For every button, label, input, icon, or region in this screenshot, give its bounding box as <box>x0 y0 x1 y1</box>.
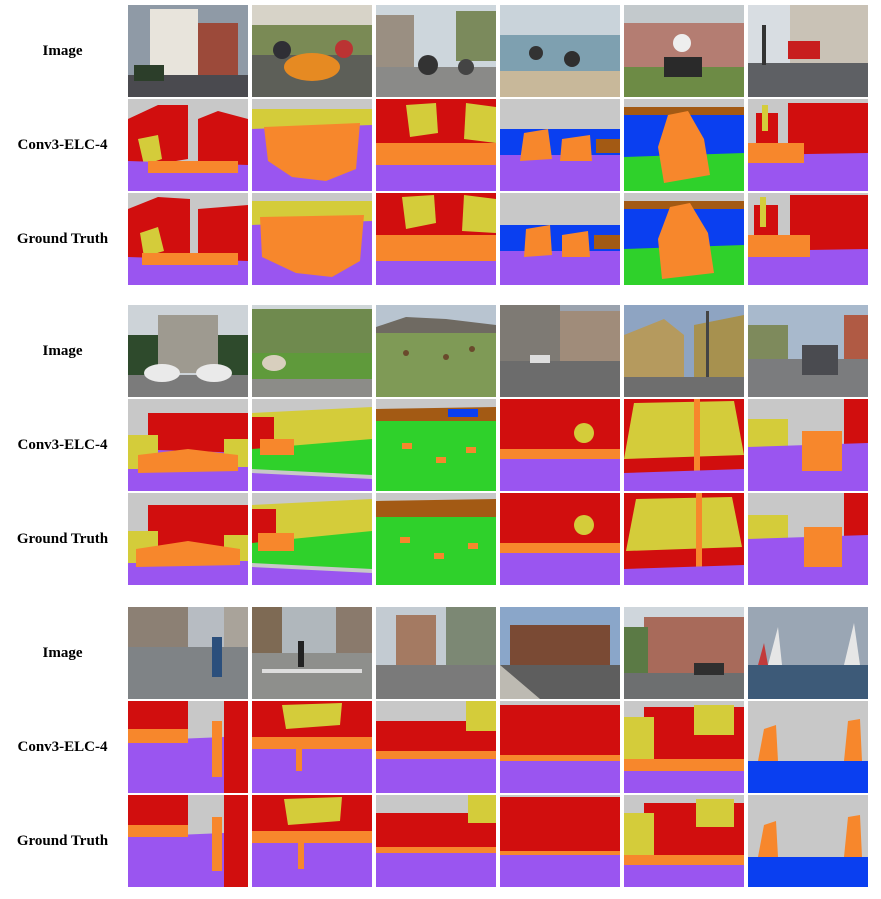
city-street-photo <box>500 305 620 397</box>
ground-truth-row: Ground Truth <box>0 193 881 285</box>
ground-truth-map <box>500 193 620 285</box>
sailboats-photo <box>748 607 868 699</box>
prediction-map <box>624 399 744 491</box>
prediction-map <box>500 99 620 191</box>
prediction-map <box>748 399 868 491</box>
prediction-map <box>376 701 496 793</box>
prediction-row: Conv3-ELC-4 <box>0 701 881 793</box>
image-row: Image <box>0 305 881 397</box>
townhouses-photo <box>624 607 744 699</box>
prediction-row: Conv3-ELC-4 <box>0 399 881 491</box>
prediction-map <box>252 701 372 793</box>
ground-truth-map <box>624 193 744 285</box>
ground-truth-map <box>376 193 496 285</box>
prediction-map <box>376 399 496 491</box>
prediction-map <box>376 99 496 191</box>
ground-truth-map <box>252 795 372 887</box>
prediction-map <box>748 701 868 793</box>
row-label-prediction: Conv3-ELC-4 <box>17 738 108 755</box>
sheep-field-photo <box>252 305 372 397</box>
prediction-map <box>128 99 248 191</box>
prediction-map <box>748 99 868 191</box>
row-label-ground-truth: Ground Truth <box>16 530 109 547</box>
ground-truth-map <box>500 493 620 585</box>
prediction-map <box>500 701 620 793</box>
prediction-map <box>624 99 744 191</box>
ground-truth-row: Ground Truth <box>0 493 881 585</box>
pedestrian-street-photo <box>128 607 248 699</box>
apartment-street-photo <box>376 607 496 699</box>
brick-building-photo <box>500 607 620 699</box>
motorcycles-photo <box>252 5 372 97</box>
ground-truth-map <box>376 493 496 585</box>
intersection-photo <box>624 305 744 397</box>
parked-car-photo <box>748 305 868 397</box>
prediction-map <box>128 399 248 491</box>
london-street-photo <box>748 5 868 97</box>
row-label-prediction: Conv3-ELC-4 <box>17 436 108 453</box>
ground-truth-map <box>252 493 372 585</box>
prediction-map <box>252 399 372 491</box>
ground-truth-map <box>128 193 248 285</box>
row-label-prediction: Conv3-ELC-4 <box>17 136 108 153</box>
image-row: Image <box>0 5 881 97</box>
ground-truth-map <box>376 795 496 887</box>
grazing-cattle-photo <box>376 305 496 397</box>
prediction-map <box>252 99 372 191</box>
image-row: Image <box>0 607 881 699</box>
police-station-photo <box>128 305 248 397</box>
ground-truth-map <box>500 795 620 887</box>
row-label-ground-truth: Ground Truth <box>16 832 109 849</box>
rider-lakeside-photo <box>624 5 744 97</box>
prediction-map <box>624 701 744 793</box>
crosswalk-photo <box>252 607 372 699</box>
ground-truth-map <box>748 493 868 585</box>
ground-truth-map <box>624 493 744 585</box>
ground-truth-map <box>624 795 744 887</box>
prediction-map <box>128 701 248 793</box>
ground-truth-map <box>128 795 248 887</box>
street-motorbikes-photo <box>376 5 496 97</box>
beach-riders-photo <box>500 5 620 97</box>
ground-truth-map <box>252 193 372 285</box>
row-label-image: Image <box>42 342 83 359</box>
row-label-image: Image <box>42 42 83 59</box>
row-label-image: Image <box>42 644 83 661</box>
street-building-photo <box>128 5 248 97</box>
prediction-map <box>500 399 620 491</box>
ground-truth-row: Ground Truth <box>0 795 881 887</box>
ground-truth-map <box>128 493 248 585</box>
ground-truth-map <box>748 193 868 285</box>
row-label-ground-truth: Ground Truth <box>16 230 109 247</box>
prediction-row: Conv3-ELC-4 <box>0 99 881 191</box>
ground-truth-map <box>748 795 868 887</box>
